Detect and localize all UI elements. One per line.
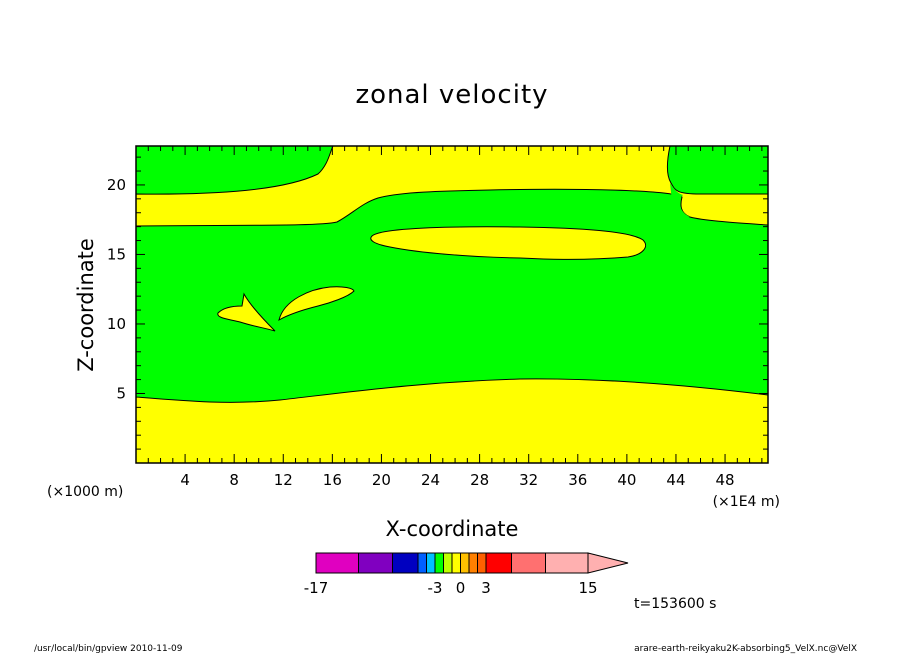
- colorbar-cell: [468, 552, 478, 574]
- colorbar-labels: -17 -3 0 3 15: [304, 579, 598, 597]
- colorbar-cell: [417, 552, 427, 574]
- x-tick-label: 16: [323, 471, 342, 489]
- axis-ticks: [136, 146, 768, 463]
- footer-left: /usr/local/bin/gpview 2010-11-09: [34, 644, 183, 654]
- colorbar-cell: [485, 552, 512, 574]
- x-tick-label: 24: [421, 471, 440, 489]
- x-tick-label: 8: [229, 471, 239, 489]
- footer-right: arare-earth-reikyaku2K-absorbing5_VelX.n…: [634, 644, 857, 654]
- contour-gap-right: [670, 183, 690, 217]
- colorbar-cell: [545, 552, 589, 574]
- chart-title: zonal velocity: [355, 80, 548, 110]
- contour-middle-ellipse: [370, 226, 647, 260]
- colorbar: -17 -3 0 3 15: [304, 552, 629, 597]
- y-tick-label: 20: [107, 176, 126, 194]
- colorbar-cell: [477, 552, 487, 574]
- colorbar-label: -17: [304, 579, 329, 597]
- contour-small-blob-left: [217, 292, 276, 332]
- colorbar-label: -3: [428, 579, 443, 597]
- y-tick-label: 5: [116, 384, 126, 402]
- colorbar-cells: [315, 552, 629, 574]
- x-tick-label: 44: [666, 471, 685, 489]
- y-tick-label: 10: [107, 315, 126, 333]
- x-tick-label: 48: [716, 471, 735, 489]
- contour-small-blob-right: [278, 286, 355, 322]
- colorbar-cell: [443, 552, 453, 574]
- x-tick-label: 32: [519, 471, 538, 489]
- colorbar-cell: [358, 552, 393, 574]
- colorbar-label: 3: [481, 579, 491, 597]
- x-tick-label: 36: [568, 471, 587, 489]
- x-unit-right: (×1E4 m): [713, 494, 780, 510]
- x-tick-label: 40: [617, 471, 636, 489]
- x-unit-left: (×1000 m): [47, 484, 123, 500]
- x-tick-label: 20: [372, 471, 391, 489]
- colorbar-cell: [511, 552, 546, 574]
- contour-bottom-layer: [135, 378, 769, 464]
- colorbar-cell: [315, 552, 359, 574]
- colorbar-cell: [426, 552, 436, 574]
- x-axis-label: X-coordinate: [386, 517, 519, 541]
- y-axis-label: Z-coordinate: [74, 238, 98, 372]
- x-tick-label: 28: [470, 471, 489, 489]
- colorbar-label: 0: [456, 579, 466, 597]
- colorbar-extension-arrow: [587, 552, 629, 574]
- colorbar-cell: [392, 552, 419, 574]
- colorbar-cell: [434, 552, 444, 574]
- plot-frame: [135, 145, 769, 464]
- colorbar-cell: [451, 552, 461, 574]
- x-tick-label: 4: [180, 471, 190, 489]
- y-tick-label: 15: [107, 245, 126, 263]
- time-annotation: t=153600 s: [634, 596, 716, 612]
- x-tick-label: 12: [274, 471, 293, 489]
- colorbar-label: 15: [578, 579, 597, 597]
- contour-regions: [135, 145, 769, 464]
- colorbar-cell: [460, 552, 470, 574]
